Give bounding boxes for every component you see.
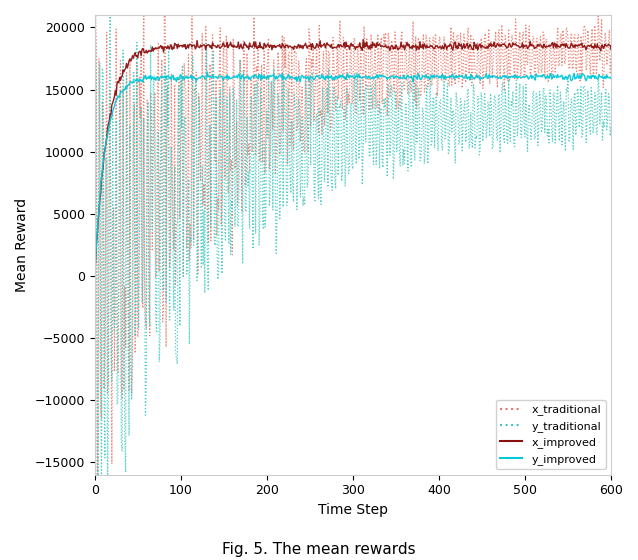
Line: y_improved: y_improved [96,72,611,261]
x_improved [183,44,191,51]
y_traditional [607,122,615,129]
x_improved [92,260,100,267]
Line: x_improved: x_improved [96,40,611,263]
x_traditional [607,53,615,60]
y_improved [225,73,233,80]
y_traditional [482,102,489,109]
Text: Fig. 5. The mean rewards: Fig. 5. The mean rewards [222,543,416,557]
x_improved [325,41,332,48]
y_improved [326,73,334,80]
y_traditional [397,108,405,115]
Y-axis label: Mean Reward: Mean Reward [15,198,29,292]
Legend: x_traditional, y_traditional, x_improved, y_improved: x_traditional, y_traditional, x_improved… [496,400,605,469]
y_improved [396,73,404,80]
Line: y_traditional: y_traditional [96,1,611,560]
Line: x_traditional: x_traditional [96,0,611,551]
y_traditional [107,0,114,4]
x_traditional [482,30,489,37]
x_improved [224,44,232,51]
x_traditional [397,34,405,41]
x_improved [480,44,488,50]
X-axis label: Time Step: Time Step [318,503,388,517]
x_improved [396,44,404,51]
y_improved [437,73,445,80]
y_traditional [438,139,445,146]
x_traditional [327,127,334,134]
x_traditional [93,548,101,554]
y_traditional [184,176,192,183]
y_traditional [327,165,334,172]
y_improved [92,258,100,264]
x_improved [359,36,367,43]
y_improved [183,73,191,80]
x_traditional [184,51,192,58]
x_traditional [226,83,234,90]
y_traditional [92,34,100,40]
x_traditional [92,3,100,10]
y_improved [480,74,488,81]
x_improved [607,46,615,53]
y_traditional [226,90,234,97]
x_traditional [438,78,445,85]
y_improved [204,69,211,76]
y_improved [607,75,615,82]
x_improved [437,44,445,50]
